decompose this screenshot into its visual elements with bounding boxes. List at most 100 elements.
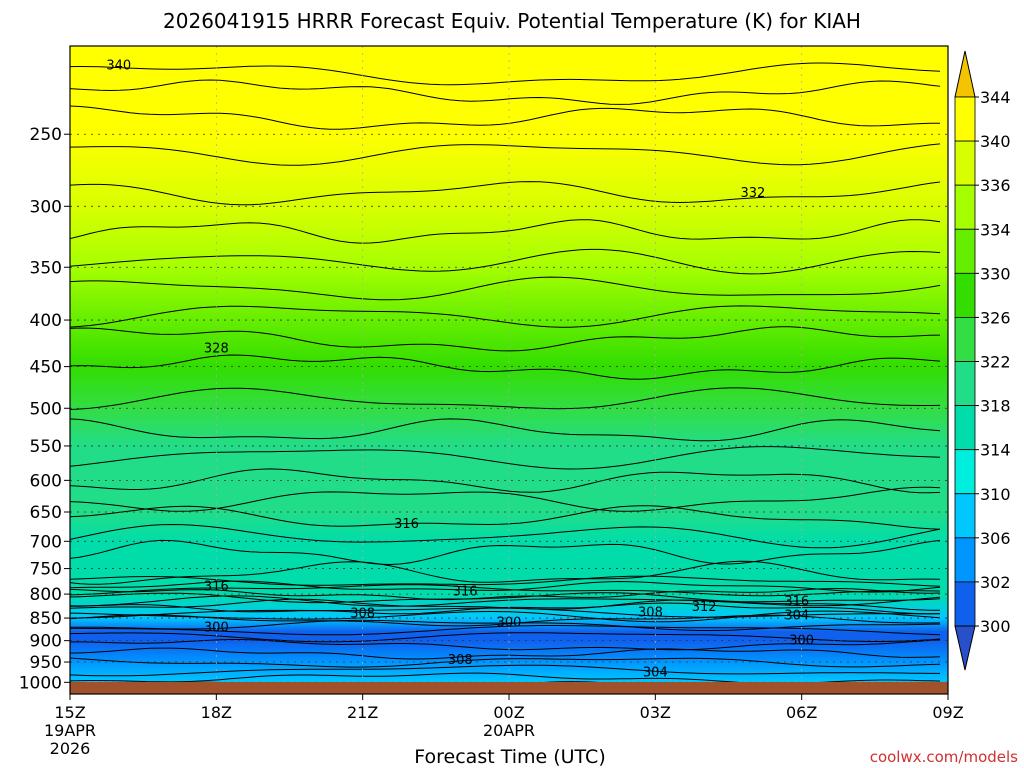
contour-label: 308	[350, 606, 375, 621]
chart-title: 2026041915 HRRR Forecast Equiv. Potentia…	[163, 9, 861, 33]
contour-line	[70, 387, 941, 410]
x-axis-label: Forecast Time (UTC)	[414, 746, 605, 768]
contour-label: 300	[497, 616, 522, 631]
colorbar-label: 322	[980, 353, 1011, 372]
credit-text: coolwx.com/models	[870, 748, 1018, 766]
y-tick-label: 650	[30, 503, 62, 523]
contour-label: 300	[789, 634, 814, 649]
colorbar-label: 336	[980, 176, 1011, 195]
x-tick-label: 21Z	[347, 703, 378, 722]
contour-line	[70, 639, 941, 651]
y-tick-label: 900	[30, 632, 62, 652]
contour-label: 312	[692, 600, 717, 615]
colorbar-label: 340	[980, 132, 1011, 151]
colorbar-label: 302	[980, 573, 1011, 592]
y-tick-label: 550	[30, 437, 62, 457]
colorbar-segment	[954, 317, 976, 362]
contour-line	[70, 664, 940, 677]
contour-line	[70, 619, 941, 631]
contour-label: 316	[204, 580, 229, 595]
x-tick-label: 18Z	[201, 703, 232, 722]
colorbar-label: 310	[980, 485, 1011, 504]
y-tick-label: 1000	[19, 673, 62, 693]
y-tick-label: 250	[30, 125, 62, 145]
contour-line	[70, 614, 941, 627]
contour-line	[70, 248, 941, 275]
contour-line	[70, 62, 941, 86]
y-tick-label: 350	[30, 258, 62, 278]
colorbar-segment	[954, 228, 976, 274]
x-tick-label: 00Z	[493, 703, 524, 722]
x-tick-label: 06Z	[786, 703, 817, 722]
contour-label: 308	[638, 605, 663, 620]
x-tick-label: 03Z	[640, 703, 671, 722]
y-axis-pressure: 250 300 350 400 450 500 550 600 650 700 750 800 850 9…	[19, 125, 70, 693]
contour-line	[70, 105, 940, 130]
x-tick-label: 15Z	[54, 703, 85, 722]
colorbar-label: 344	[980, 88, 1011, 107]
colorbar-label: 314	[980, 441, 1011, 460]
x-tick-label: 09Z	[932, 703, 963, 722]
y-tick-label: 450	[30, 358, 62, 378]
colorbar-label: 306	[980, 529, 1011, 548]
colorbar-label: 330	[980, 264, 1011, 283]
colorbar-segment	[954, 449, 976, 495]
contour-line	[70, 657, 941, 668]
contour-label: 328	[204, 342, 229, 357]
contour-line	[70, 79, 941, 105]
contour-lines	[70, 62, 941, 692]
contour-line	[70, 181, 941, 206]
y-tick-label: 800	[30, 585, 62, 605]
contour-label: 332	[740, 186, 765, 201]
colorbar-segment	[954, 96, 976, 142]
contour-line	[70, 584, 941, 597]
contour-line	[70, 580, 941, 593]
colorbar-segment	[954, 361, 976, 406]
y-tick-label: 500	[30, 399, 62, 419]
x-tick-year-label: 2026	[50, 739, 91, 758]
y-tick-label: 400	[30, 311, 62, 331]
contour-line	[70, 560, 941, 585]
y-tick-label: 300	[30, 197, 62, 217]
contour-line	[70, 539, 941, 566]
colorbar-label: 334	[980, 220, 1011, 239]
colorbar-label: 300	[980, 617, 1011, 636]
colorbar-segment	[954, 184, 976, 230]
contour-line	[70, 305, 941, 328]
colorbar-segment	[954, 537, 976, 583]
colorbar-label: 318	[980, 397, 1011, 416]
contour-line	[70, 632, 941, 643]
plot-area: 340 332 328 316 316 316 316 308 308 312 304 300 300 3…	[70, 46, 948, 694]
colorbar-legend: 344 340 336 334 330 326 322 318 314 310 306 302 300	[954, 50, 1011, 671]
contour-line	[70, 575, 941, 587]
colorbar-min-arrow	[954, 625, 976, 671]
contour-line	[70, 143, 941, 166]
contour-line	[70, 647, 941, 660]
contour-line	[70, 219, 941, 244]
colorbar-segment	[954, 405, 976, 451]
contour-line	[70, 505, 941, 530]
y-tick-label: 700	[30, 532, 62, 552]
contour-label: 300	[204, 620, 229, 635]
contour-label: 340	[106, 58, 131, 73]
contour-line	[70, 607, 941, 619]
contour-line	[70, 592, 941, 604]
contour-line	[70, 523, 941, 549]
ground-surface	[70, 682, 948, 694]
contour-labels: 340 332 328 316 316 316 316 308 308 312 304 300 300 3…	[106, 58, 814, 680]
colorbar-segment	[954, 581, 976, 627]
grid-lines	[70, 46, 948, 694]
contour-line	[70, 610, 941, 623]
x-tick-date-label: 19APR	[44, 721, 96, 740]
contour-label: 316	[784, 594, 809, 609]
y-tick-label: 850	[30, 609, 62, 629]
colorbar-segment	[954, 272, 976, 318]
y-tick-label: 750	[30, 560, 62, 580]
contour-label: 304	[643, 665, 668, 680]
contour-label: 316	[394, 517, 419, 532]
contour-line	[70, 446, 941, 470]
colorbar-segment	[954, 140, 976, 186]
contour-line	[70, 354, 941, 380]
